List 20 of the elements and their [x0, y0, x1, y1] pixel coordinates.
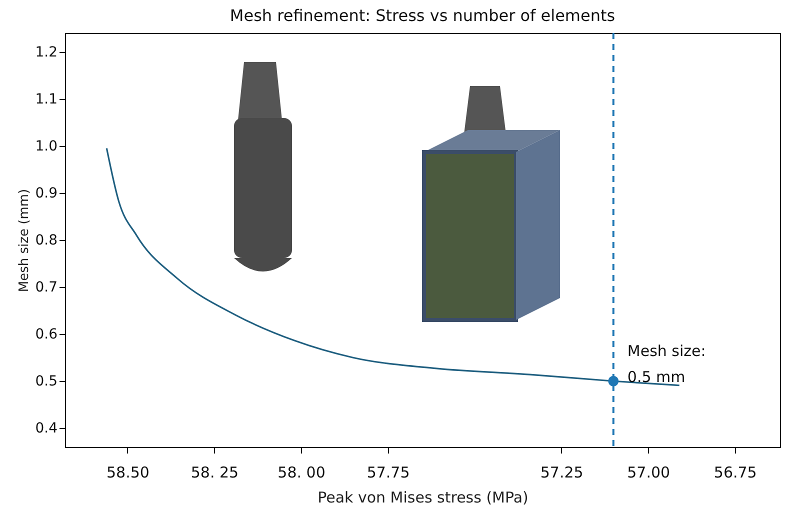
y-tick-label: 0.6	[35, 326, 58, 343]
y-tick-label: 1.2	[35, 44, 58, 60]
x-tick-label: 58.50	[106, 464, 150, 482]
y-axis-title: Mesh size (mm)	[17, 188, 32, 292]
y-tick-label: 1.0	[35, 138, 58, 154]
y-tick-label: 0.8	[35, 232, 58, 248]
y-tick-label: 0.7	[35, 280, 58, 296]
x-tick-label: 58. 00	[278, 464, 326, 482]
chart-title: Mesh refinement: Stress vs number of elements	[230, 6, 616, 25]
x-axis-title: Peak von Mises stress (MPa)	[318, 488, 528, 506]
y-tick-label: 1.1	[35, 91, 58, 108]
y-tick-label: 0.4	[35, 420, 58, 437]
x-tick-label: 56.75	[714, 464, 757, 482]
annotation: Mesh size: 0.5 mm	[627, 342, 706, 386]
x-tick-label: 58. 25	[190, 464, 239, 482]
x-tick-label: 57.25	[540, 464, 584, 482]
x-tick-label: 57.00	[627, 464, 670, 482]
y-tick-label: 0.9	[35, 185, 58, 202]
y-tick-label: 0.5	[35, 374, 58, 390]
x-tick-label: 57.75	[366, 464, 410, 482]
